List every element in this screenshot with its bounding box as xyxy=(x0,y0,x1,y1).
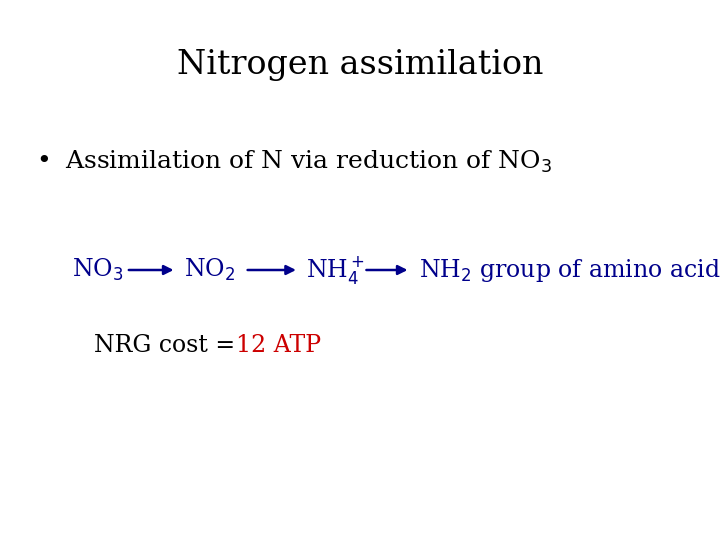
Text: NO$_2$: NO$_2$ xyxy=(184,257,235,283)
Text: NH$_4^+$: NH$_4^+$ xyxy=(306,254,365,286)
Text: 12 ATP: 12 ATP xyxy=(236,334,321,357)
Text: Assimilation of N via reduction of NO$_3$: Assimilation of N via reduction of NO$_3… xyxy=(65,149,552,175)
Text: NH$_2$ group of amino acid: NH$_2$ group of amino acid xyxy=(419,256,720,284)
Text: NRG cost =: NRG cost = xyxy=(94,334,242,357)
Text: Nitrogen assimilation: Nitrogen assimilation xyxy=(177,49,543,81)
Text: NO$_3$: NO$_3$ xyxy=(72,257,123,283)
Text: •: • xyxy=(36,151,50,173)
